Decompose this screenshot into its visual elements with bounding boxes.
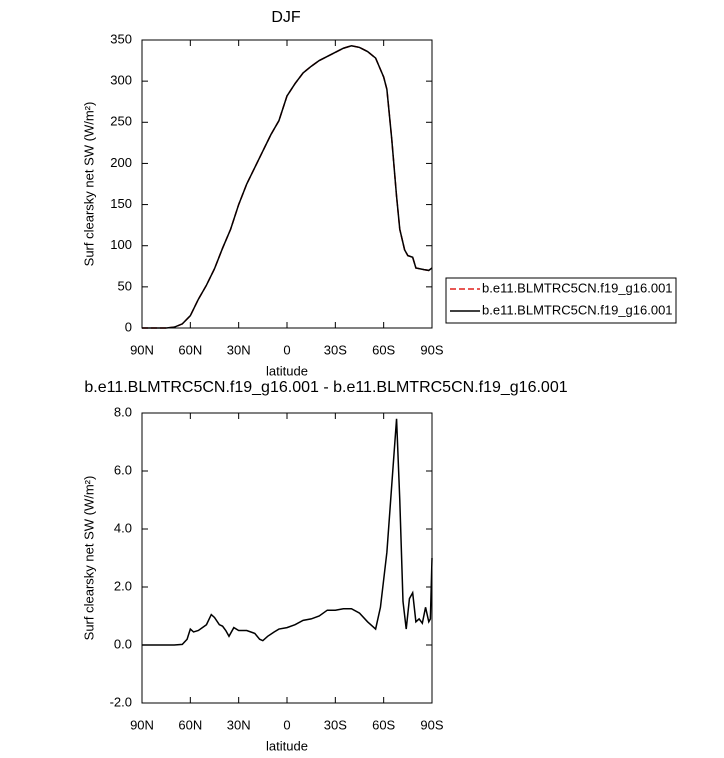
plot-frame bbox=[141, 412, 433, 704]
y-tick-label: 2.0 bbox=[114, 578, 132, 593]
x-tick-label: 60N bbox=[178, 342, 202, 357]
y-tick-label: 300 bbox=[110, 73, 132, 88]
y-tick-label: 0.0 bbox=[114, 636, 132, 651]
chart-title: b.e11.BLMTRC5CN.f19_g16.001 - b.e11.BLMT… bbox=[84, 379, 567, 396]
data-line bbox=[142, 44, 433, 329]
y-tick-label: 0 bbox=[125, 319, 132, 334]
x-axis-label: latitude bbox=[266, 363, 308, 378]
x-tick-label: 60S bbox=[372, 342, 395, 357]
x-tick-label: 30N bbox=[227, 342, 251, 357]
chart-title: DJF bbox=[271, 9, 301, 26]
x-tick-label: 30S bbox=[324, 342, 347, 357]
y-tick-label: 200 bbox=[110, 155, 132, 170]
x-tick-label: 0 bbox=[283, 717, 290, 732]
x-tick-label: 90N bbox=[130, 342, 154, 357]
x-tick-label: 60N bbox=[178, 717, 202, 732]
plot-frame bbox=[141, 39, 433, 329]
x-tick-label: 90S bbox=[420, 717, 443, 732]
y-tick-label: 6.0 bbox=[114, 462, 132, 477]
y-tick-label: 250 bbox=[110, 114, 132, 129]
legend-label: b.e11.BLMTRC5CN.f19_g16.001 bbox=[482, 302, 673, 317]
legend-label: b.e11.BLMTRC5CN.f19_g16.001 bbox=[482, 280, 673, 295]
x-tick-label: 30S bbox=[324, 717, 347, 732]
legend-box bbox=[445, 277, 677, 324]
x-tick-label: 30N bbox=[227, 717, 251, 732]
x-tick-label: 90N bbox=[130, 717, 154, 732]
y-tick-label: 8.0 bbox=[114, 404, 132, 419]
data-line bbox=[142, 44, 433, 329]
y-axis-label: Surf clearsky net SW (W/m²) bbox=[81, 102, 96, 267]
y-tick-label: 100 bbox=[110, 237, 132, 252]
y-axis-label: Surf clearsky net SW (W/m²) bbox=[81, 476, 96, 641]
y-tick-label: -2.0 bbox=[110, 694, 132, 709]
data-line bbox=[142, 418, 433, 646]
x-tick-label: 90S bbox=[420, 342, 443, 357]
y-tick-label: 150 bbox=[110, 196, 132, 211]
y-tick-label: 50 bbox=[118, 278, 132, 293]
x-tick-label: 0 bbox=[283, 342, 290, 357]
y-tick-label: 4.0 bbox=[114, 520, 132, 535]
y-tick-label: 350 bbox=[110, 31, 132, 46]
x-axis-label: latitude bbox=[266, 738, 308, 753]
x-tick-label: 60S bbox=[372, 717, 395, 732]
